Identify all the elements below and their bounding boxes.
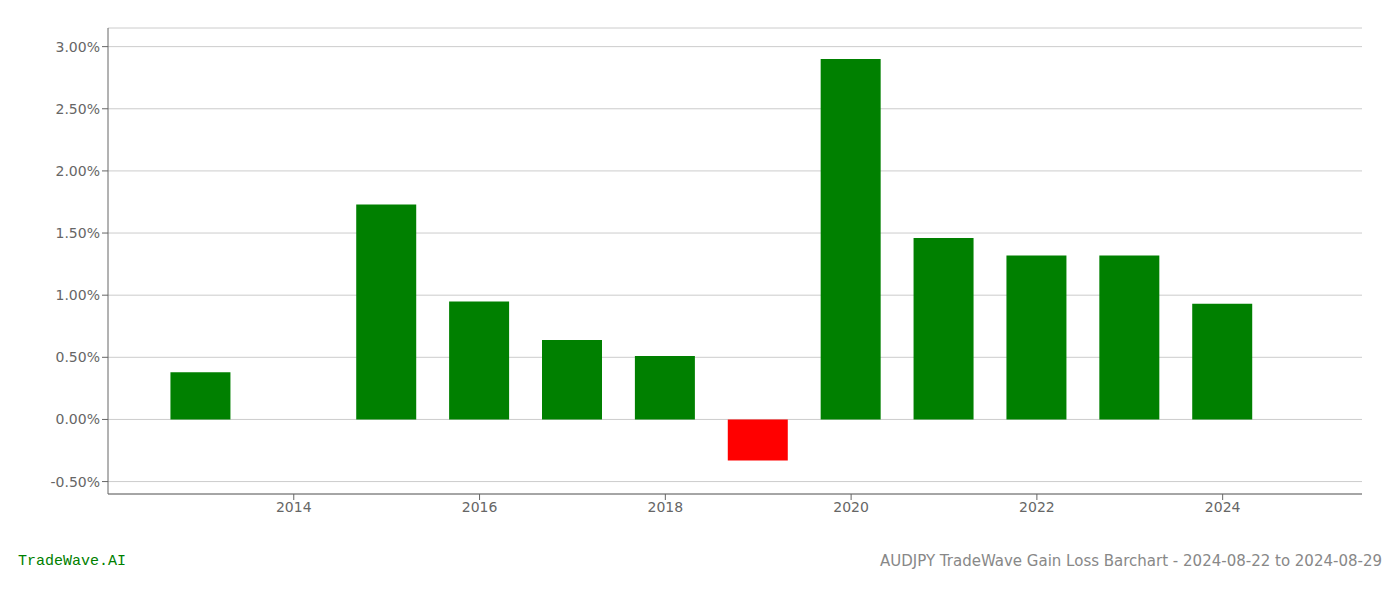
svg-text:2.50%: 2.50% [56, 101, 100, 117]
svg-text:0.50%: 0.50% [56, 349, 100, 365]
svg-text:2016: 2016 [462, 499, 498, 515]
svg-text:2.00%: 2.00% [56, 163, 100, 179]
svg-text:0.00%: 0.00% [56, 411, 100, 427]
svg-text:-0.50%: -0.50% [50, 474, 100, 490]
svg-text:1.00%: 1.00% [56, 287, 100, 303]
svg-text:2024: 2024 [1205, 499, 1241, 515]
svg-text:1.50%: 1.50% [56, 225, 100, 241]
html-text:TradeWave.AI: TradeWave.AI [18, 553, 126, 570]
svg-text:2014: 2014 [276, 499, 312, 515]
svg-text:2022: 2022 [1019, 499, 1055, 515]
svg-text:3.00%: 3.00% [56, 39, 100, 55]
svg-text:2018: 2018 [648, 499, 684, 515]
svg-text:2020: 2020 [833, 499, 869, 515]
html-text:AUDJPY TradeWave Gain Loss Bar: AUDJPY TradeWave Gain Loss Barchart - 20… [880, 552, 1382, 570]
